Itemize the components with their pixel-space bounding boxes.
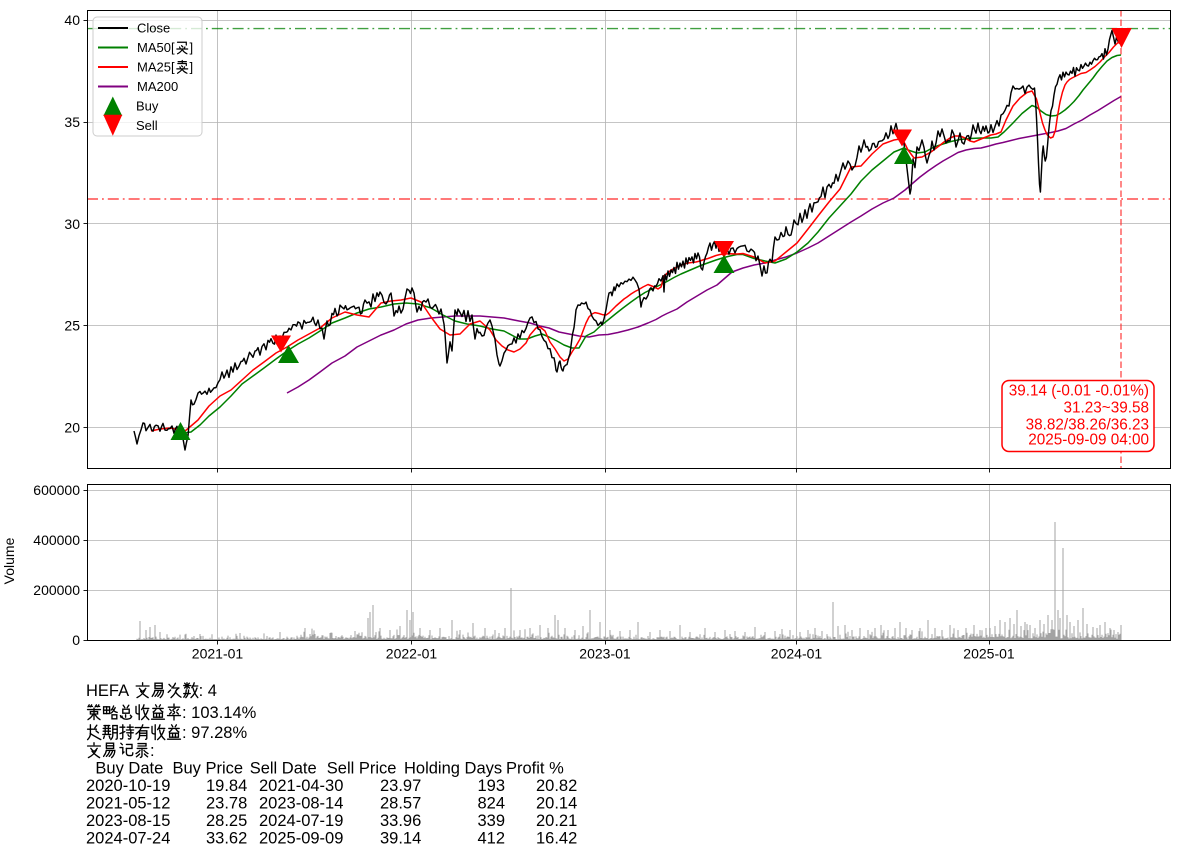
svg-text:28.57: 28.57 bbox=[380, 795, 421, 813]
svg-text:20.82: 20.82 bbox=[536, 777, 577, 795]
svg-text:]: ] bbox=[190, 60, 194, 75]
svg-text:: 4: : 4 bbox=[199, 682, 217, 700]
svg-text:19.84: 19.84 bbox=[206, 777, 247, 795]
svg-text:: 97.28%: : 97.28% bbox=[182, 724, 247, 742]
svg-text:39.14 (-0.01 -0.01%): 39.14 (-0.01 -0.01%) bbox=[1009, 382, 1149, 399]
svg-text:Buy Date: Buy Date bbox=[95, 759, 163, 777]
svg-text:Buy Price: Buy Price bbox=[173, 759, 244, 777]
svg-text:412: 412 bbox=[478, 830, 506, 848]
svg-text:824: 824 bbox=[478, 795, 506, 813]
svg-text:400000: 400000 bbox=[33, 532, 80, 548]
svg-text:2023-08-14: 2023-08-14 bbox=[259, 795, 343, 813]
svg-text:33.62: 33.62 bbox=[206, 830, 247, 848]
svg-text:23.97: 23.97 bbox=[380, 777, 421, 795]
svg-text:: 103.14%: : 103.14% bbox=[182, 704, 257, 722]
svg-text:2024-07-19: 2024-07-19 bbox=[259, 812, 343, 830]
svg-text:23.78: 23.78 bbox=[206, 795, 247, 813]
svg-text:20.14: 20.14 bbox=[536, 795, 577, 813]
svg-text:20.21: 20.21 bbox=[536, 812, 577, 830]
svg-text::: : bbox=[150, 742, 155, 760]
svg-text:2025-01: 2025-01 bbox=[963, 646, 1015, 662]
svg-text:2023-08-15: 2023-08-15 bbox=[86, 812, 170, 830]
svg-text:31.23~39.58: 31.23~39.58 bbox=[1064, 399, 1150, 416]
svg-text:600000: 600000 bbox=[33, 482, 80, 498]
svg-text:Volume: Volume bbox=[1, 537, 17, 584]
svg-text:Sell: Sell bbox=[136, 118, 158, 133]
svg-text:28.25: 28.25 bbox=[206, 812, 247, 830]
svg-text:2025-09-09 04:00: 2025-09-09 04:00 bbox=[1028, 432, 1149, 449]
svg-text:MA25[: MA25[ bbox=[137, 60, 175, 75]
svg-text:33.96: 33.96 bbox=[380, 812, 421, 830]
svg-text:30: 30 bbox=[64, 216, 80, 232]
svg-text:2020-10-19: 2020-10-19 bbox=[86, 777, 170, 795]
svg-text:Sell Date: Sell Date bbox=[250, 759, 317, 777]
svg-text:39.14: 39.14 bbox=[380, 830, 421, 848]
svg-text:16.42: 16.42 bbox=[536, 830, 577, 848]
svg-text:2025-09-09: 2025-09-09 bbox=[259, 830, 343, 848]
svg-text:2024-07-24: 2024-07-24 bbox=[86, 830, 170, 848]
svg-text:HEFA: HEFA bbox=[86, 682, 129, 700]
svg-text:25: 25 bbox=[64, 318, 80, 334]
svg-text:2022-01: 2022-01 bbox=[386, 646, 438, 662]
svg-text:339: 339 bbox=[478, 812, 506, 830]
svg-text:Buy: Buy bbox=[136, 99, 159, 114]
svg-text:MA50[: MA50[ bbox=[137, 40, 175, 55]
svg-text:]: ] bbox=[190, 40, 194, 55]
svg-text:Close: Close bbox=[137, 21, 170, 36]
svg-text:Holding Days: Holding Days bbox=[404, 759, 502, 777]
svg-text:2021-01: 2021-01 bbox=[192, 646, 244, 662]
svg-text:40: 40 bbox=[64, 12, 80, 28]
svg-text:35: 35 bbox=[64, 114, 80, 130]
svg-text:Profit %: Profit % bbox=[506, 759, 564, 777]
svg-text:2024-01: 2024-01 bbox=[771, 646, 823, 662]
svg-text:2021-04-30: 2021-04-30 bbox=[259, 777, 343, 795]
svg-text:2023-01: 2023-01 bbox=[579, 646, 631, 662]
svg-text:Sell Price: Sell Price bbox=[327, 759, 397, 777]
svg-text:MA200: MA200 bbox=[137, 79, 178, 94]
svg-text:2021-05-12: 2021-05-12 bbox=[86, 795, 170, 813]
svg-text:193: 193 bbox=[478, 777, 506, 795]
svg-text:0: 0 bbox=[72, 632, 80, 648]
svg-text:20: 20 bbox=[64, 420, 80, 436]
svg-text:200000: 200000 bbox=[33, 582, 80, 598]
svg-text:38.82/38.26/36.23: 38.82/38.26/36.23 bbox=[1026, 417, 1149, 434]
